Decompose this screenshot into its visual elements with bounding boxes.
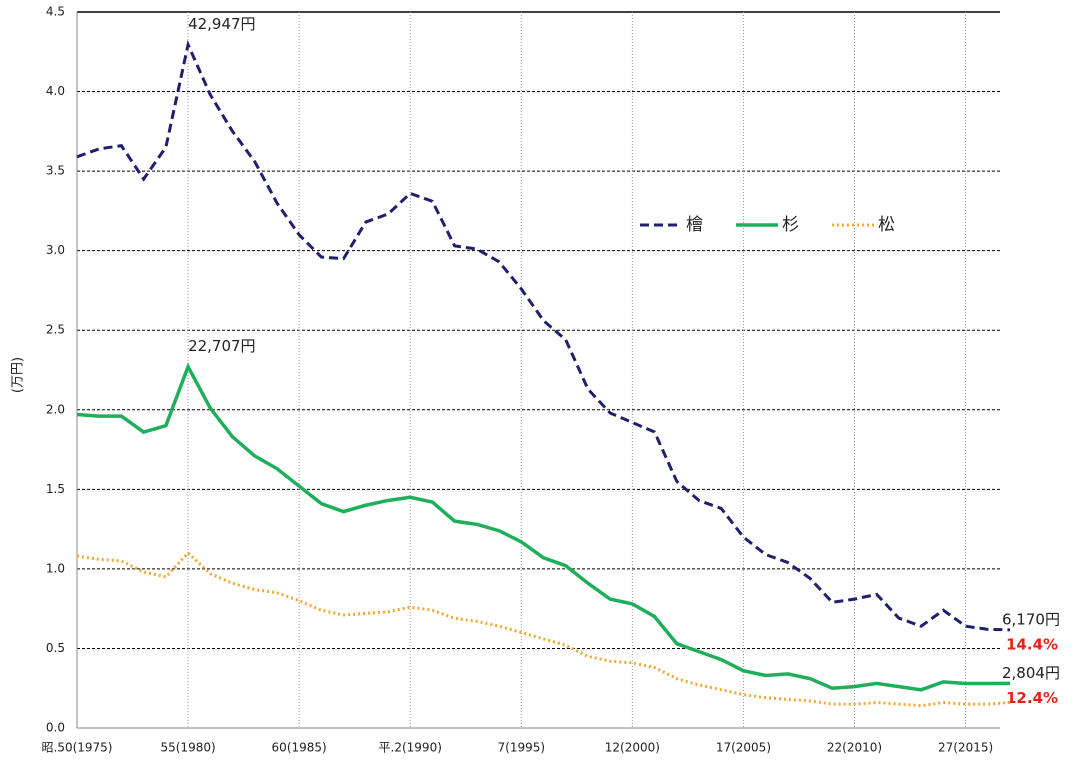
legend-label: 杉 — [782, 215, 799, 235]
y-tick-label: 3.0 — [46, 243, 65, 257]
x-tick-label: 昭.50(1975) — [42, 741, 113, 755]
x-tick-label: 12(2000) — [605, 741, 660, 755]
legend-label: 松 — [878, 215, 895, 235]
x-tick-label: 27(2015) — [938, 741, 993, 755]
y-tick-label: 4.0 — [46, 84, 65, 98]
x-tick-label: 7(1995) — [498, 741, 546, 755]
ratio-label: 12.4% — [1006, 689, 1058, 707]
value-label: 42,947円 — [188, 15, 256, 33]
value-label: 22,707円 — [188, 337, 256, 355]
value-label: 6,170円 — [1002, 610, 1060, 628]
legend-label: 檜 — [686, 214, 703, 235]
value-label: 2,804円 — [1002, 664, 1060, 682]
x-tick-label: 平.2(1990) — [379, 741, 442, 755]
y-axis-label: (万円) — [11, 357, 26, 393]
x-tick-label: 22(2010) — [827, 741, 882, 755]
y-tick-label: 4.5 — [46, 5, 65, 19]
y-tick-label: 1.0 — [46, 561, 65, 575]
series-line — [76, 550, 1011, 708]
series-line — [76, 39, 1011, 632]
y-tick-label: 1.5 — [46, 482, 65, 496]
x-tick-label: 60(1985) — [272, 741, 327, 755]
y-tick-label: 2.0 — [46, 402, 65, 416]
y-tick-label: 3.5 — [46, 164, 65, 178]
ratio-label: 14.4% — [1006, 635, 1058, 653]
y-tick-label: 0.0 — [46, 721, 65, 735]
x-tick-label: 17(2005) — [716, 741, 771, 755]
y-tick-label: 0.5 — [46, 641, 65, 655]
x-tick-label: 55(1980) — [160, 741, 215, 755]
y-tick-label: 2.5 — [46, 323, 65, 337]
series-line — [76, 362, 1011, 692]
